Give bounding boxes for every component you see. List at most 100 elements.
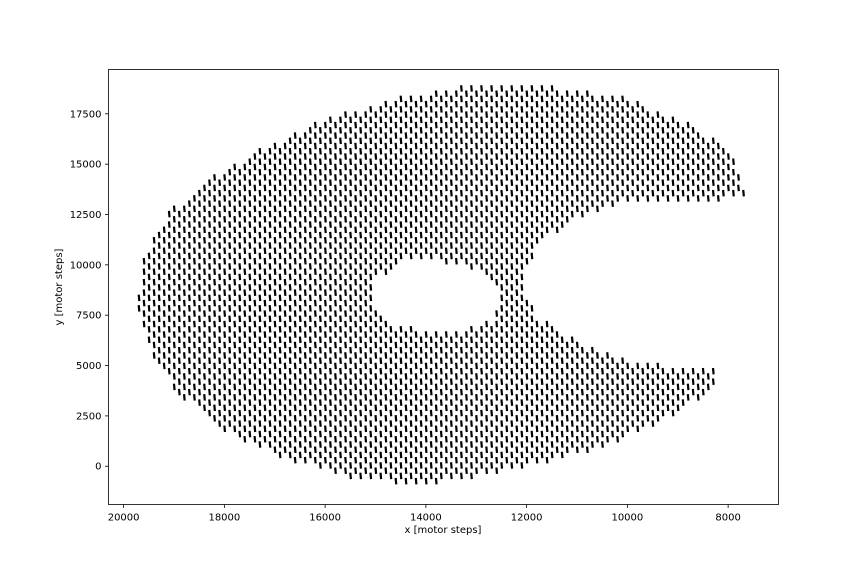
- scatter-point: [686, 153, 690, 160]
- scatter-point: [439, 388, 443, 396]
- scatter-point: [470, 388, 473, 396]
- scatter-point: [449, 158, 453, 166]
- scatter-point: [308, 346, 312, 354]
- scatter-point: [308, 409, 312, 417]
- scatter-point: [324, 331, 327, 338]
- scatter-point: [661, 378, 665, 385]
- scatter-point: [495, 268, 499, 275]
- scatter-point: [248, 210, 252, 218]
- scatter-point: [258, 346, 262, 354]
- scatter-point: [263, 404, 267, 412]
- scatter-point: [540, 168, 544, 176]
- scatter-point: [439, 462, 443, 469]
- scatter-point: [324, 456, 327, 464]
- scatter-point: [711, 179, 715, 186]
- scatter-point: [601, 367, 604, 375]
- scatter-point: [278, 378, 282, 385]
- scatter-point: [379, 472, 383, 480]
- scatter-point: [344, 394, 347, 401]
- scatter-point: [288, 430, 292, 438]
- scatter-point: [706, 153, 710, 160]
- scatter-point: [636, 121, 640, 129]
- scatter-point: [510, 399, 514, 406]
- scatter-point: [329, 221, 332, 228]
- scatter-point: [339, 179, 342, 186]
- scatter-point: [374, 467, 378, 474]
- scatter-point: [389, 430, 393, 438]
- scatter-point: [550, 85, 554, 92]
- scatter-point: [444, 142, 448, 150]
- scatter-point: [656, 174, 660, 181]
- scatter-point: [485, 111, 489, 118]
- scatter-point: [601, 430, 604, 438]
- scatter-point: [530, 127, 534, 134]
- scatter-point: [293, 352, 297, 359]
- scatter-point: [475, 373, 478, 380]
- scatter-point: [727, 163, 730, 171]
- scatter-point: [636, 415, 640, 422]
- scatter-point: [525, 331, 529, 338]
- scatter-point: [253, 226, 257, 234]
- scatter-point: [424, 331, 428, 338]
- scatter-point: [334, 226, 337, 234]
- scatter-point: [414, 205, 418, 213]
- scatter-point: [641, 127, 645, 134]
- scatter-point: [213, 268, 216, 275]
- scatter-point: [424, 456, 428, 464]
- scatter-point: [313, 163, 317, 171]
- scatter-point: [308, 378, 312, 385]
- scatter-point: [334, 425, 337, 433]
- scatter-point: [565, 404, 569, 412]
- scatter-point: [278, 263, 282, 270]
- scatter-point: [591, 200, 594, 207]
- scatter-point: [419, 357, 423, 365]
- scatter-point: [258, 378, 262, 385]
- scatter-point: [656, 132, 660, 139]
- scatter-point: [540, 231, 544, 239]
- scatter-point: [278, 294, 282, 302]
- scatter-point: [369, 284, 373, 291]
- scatter-point: [701, 179, 705, 186]
- scatter-point: [409, 420, 413, 427]
- scatter-point: [419, 189, 423, 197]
- scatter-point: [394, 352, 398, 359]
- scatter-point: [329, 451, 332, 459]
- scatter-point: [641, 179, 645, 186]
- scatter-point: [414, 446, 418, 454]
- scatter-point: [490, 127, 494, 134]
- scatter-point: [580, 409, 584, 417]
- scatter-point: [273, 435, 277, 443]
- scatter-point: [288, 189, 292, 197]
- scatter-point: [263, 415, 267, 422]
- scatter-point: [364, 163, 368, 171]
- scatter-point: [480, 420, 483, 427]
- scatter-point: [303, 352, 307, 359]
- scatter-point: [681, 378, 685, 385]
- scatter-point: [359, 472, 363, 480]
- scatter-point: [606, 142, 609, 150]
- scatter-point: [273, 310, 277, 317]
- scatter-point: [248, 263, 252, 270]
- scatter-point: [460, 252, 463, 260]
- scatter-point: [208, 409, 211, 417]
- scatter-point: [681, 158, 685, 166]
- scatter-point: [454, 132, 458, 139]
- scatter-point: [626, 184, 630, 192]
- scatter-point: [364, 216, 368, 223]
- scatter-point: [354, 404, 358, 412]
- scatter-point: [485, 415, 489, 422]
- scatter-point: [465, 383, 468, 391]
- scatter-point: [354, 299, 358, 307]
- scatter-point: [248, 367, 252, 375]
- scatter-point: [248, 399, 252, 406]
- scatter-point: [283, 236, 287, 244]
- scatter-point: [399, 242, 403, 249]
- scatter-point: [429, 346, 433, 354]
- scatter-point: [500, 357, 504, 365]
- scatter-point: [535, 153, 539, 160]
- scatter-point: [490, 189, 494, 197]
- scatter-point: [696, 373, 700, 380]
- scatter-point: [424, 341, 428, 349]
- scatter-point: [444, 163, 448, 171]
- scatter-point: [565, 121, 569, 129]
